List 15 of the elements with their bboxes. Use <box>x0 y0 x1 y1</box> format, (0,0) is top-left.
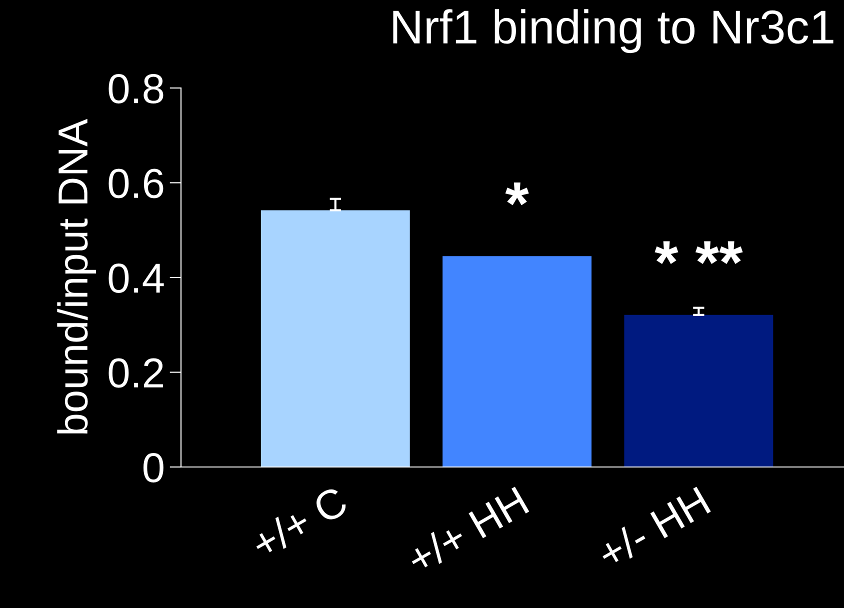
y-tick-label: 0.2 <box>108 358 163 388</box>
y-tick-label: 0.8 <box>108 74 164 104</box>
x-tick-label: +/+ HH <box>404 485 530 576</box>
y-tick-label: 0.4 <box>108 264 164 294</box>
bar <box>624 314 774 467</box>
annotation: * <box>505 182 529 206</box>
x-tick-label: +/+ C <box>248 484 350 560</box>
y-axis-title: bound/input DNA <box>57 118 96 434</box>
chart-title: Nrf1 binding to Nr3c1 <box>393 9 834 54</box>
bar <box>442 256 592 467</box>
y-tick-label: 0.6 <box>108 168 164 198</box>
annotation: * ** <box>654 241 743 264</box>
y-tick-label: 0 <box>143 453 164 483</box>
bar <box>260 210 410 467</box>
x-tick-label: +/- HH <box>595 485 712 570</box>
